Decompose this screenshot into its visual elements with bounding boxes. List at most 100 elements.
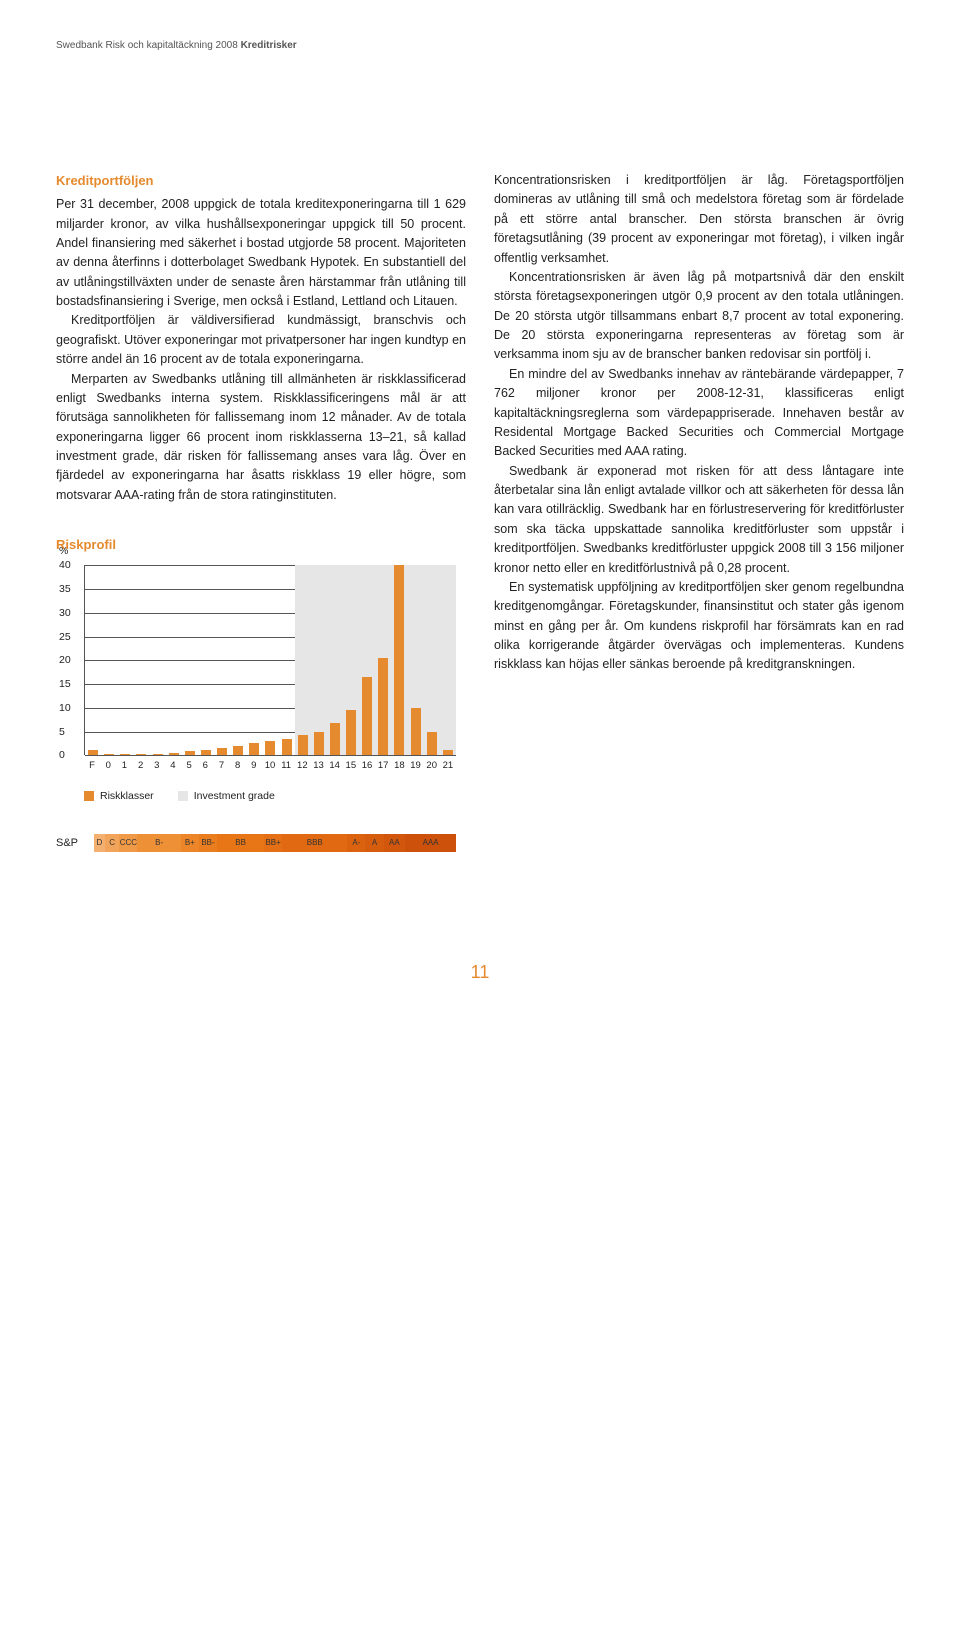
right-p3: En mindre del av Swedbanks innehav av rä… (494, 365, 904, 462)
chart-x-labels: F0123456789101112131415161718192021 (84, 755, 456, 774)
chart-bar (201, 750, 211, 756)
chart-x-tick: 9 (246, 759, 262, 774)
legend-swatch-investment (178, 791, 188, 801)
running-head-section: Kreditrisker (241, 40, 297, 51)
chart-x-tick: 11 (278, 759, 294, 774)
chart-y-tick: 10 (59, 700, 71, 716)
legend-label-investment: Investment grade (194, 790, 275, 802)
chart-x-tick: 4 (165, 759, 181, 774)
chart-x-tick: 8 (230, 759, 246, 774)
chart-bar-slot (230, 565, 246, 755)
chart-bar (185, 751, 195, 756)
chart-bar-slot (182, 565, 198, 755)
right-column: Koncentrationsrisken i kreditportföljen … (494, 171, 904, 852)
chart-bar-slot (359, 565, 375, 755)
page-number: 11 (56, 962, 904, 983)
sp-segment: CCC (119, 834, 137, 852)
sp-segment: C (105, 834, 119, 852)
left-column: Kreditportföljen Per 31 december, 2008 u… (56, 171, 466, 852)
chart-x-tick: 1 (116, 759, 132, 774)
chart-bar-slot (408, 565, 424, 755)
chart-bar-slot (391, 565, 407, 755)
right-p5: En systematisk uppföljning av kreditport… (494, 578, 904, 675)
sp-segment: D (94, 834, 105, 852)
chart-bar-slot (85, 565, 101, 755)
chart-bar-slot (166, 565, 182, 755)
legend-swatch-riskklasser (84, 791, 94, 801)
chart-bar (153, 754, 163, 755)
running-head-prefix: Swedbank Risk och kapitaltäckning 2008 (56, 40, 241, 51)
running-head: Swedbank Risk och kapitaltäckning 2008 K… (56, 40, 904, 51)
chart-bar (394, 565, 404, 755)
sp-segment: BB+ (264, 834, 282, 852)
chart-x-tick: 16 (359, 759, 375, 774)
chart-bar-slot (424, 565, 440, 755)
chart-x-tick: 20 (424, 759, 440, 774)
sp-segment: A (365, 834, 383, 852)
chart-bar (88, 750, 98, 756)
chart-bar-slot (343, 565, 359, 755)
sp-segment: BB (217, 834, 264, 852)
chart-plot-area: %0510152025303540 (84, 565, 456, 755)
chart-bar-slot (133, 565, 149, 755)
chart-bar (314, 732, 324, 756)
chart-x-tick: 5 (181, 759, 197, 774)
chart-x-tick: 17 (375, 759, 391, 774)
chart-bar (362, 677, 372, 755)
chart-y-tick: 15 (59, 676, 71, 692)
sp-label: S&P (56, 835, 84, 852)
section-title-kreditportfoljen: Kreditportföljen (56, 171, 466, 191)
chart-bar (249, 743, 259, 755)
sp-rating-bar: DCCCCB-B+BB-BBBB+BBBA-AAAAAA (94, 834, 456, 852)
chart-x-tick: 19 (407, 759, 423, 774)
body-columns: Kreditportföljen Per 31 december, 2008 u… (56, 171, 904, 852)
chart-bar-slot (262, 565, 278, 755)
legend-riskklasser: Riskklasser (84, 788, 154, 804)
chart-bar-slot (375, 565, 391, 755)
chart-bar-slot (198, 565, 214, 755)
chart-bar (378, 658, 388, 755)
chart-bar (233, 746, 243, 756)
chart-bar-slot (440, 565, 456, 755)
sp-segment: A- (347, 834, 365, 852)
left-p2: Kreditportföljen är väldiversifierad kun… (56, 311, 466, 369)
left-p1: Per 31 december, 2008 uppgick de totala … (56, 195, 466, 311)
chart-x-tick: 3 (149, 759, 165, 774)
chart-bar (136, 754, 146, 755)
right-p2: Koncentrationsrisken är även låg på motp… (494, 268, 904, 365)
chart-legend: Riskklasser Investment grade (84, 788, 456, 804)
chart-bar (217, 748, 227, 755)
chart-x-tick: 2 (133, 759, 149, 774)
right-p4: Swedbank är exponerad mot risken för att… (494, 462, 904, 578)
chart-bar (298, 735, 308, 755)
chart-x-tick: 13 (310, 759, 326, 774)
legend-label-riskklasser: Riskklasser (100, 790, 154, 802)
right-p1: Koncentrationsrisken i kreditportföljen … (494, 171, 904, 268)
chart-bar (169, 753, 179, 755)
sp-segment: B- (137, 834, 180, 852)
chart-x-tick: 10 (262, 759, 278, 774)
chart-bar-slot (327, 565, 343, 755)
chart-x-tick: F (84, 759, 100, 774)
sp-segment: AA (384, 834, 406, 852)
chart-bar-slot (279, 565, 295, 755)
left-p3: Merparten av Swedbanks utlåning till all… (56, 370, 466, 506)
chart-bar (411, 708, 421, 756)
chart-bar (443, 750, 453, 756)
chart-bar-slot (295, 565, 311, 755)
chart-x-tick: 21 (440, 759, 456, 774)
chart-x-tick: 7 (213, 759, 229, 774)
sp-segment: BB- (199, 834, 217, 852)
chart-bars (85, 565, 456, 755)
chart-y-tick: 40 (59, 557, 71, 573)
chart-bar-slot (246, 565, 262, 755)
sp-segment: BBB (282, 834, 347, 852)
chart-y-tick: 30 (59, 605, 71, 621)
legend-investment: Investment grade (178, 788, 275, 804)
chart-bar-slot (150, 565, 166, 755)
chart-bar-slot (101, 565, 117, 755)
chart-bar (120, 754, 130, 755)
chart-y-tick: 5 (59, 723, 65, 739)
chart-y-tick: 20 (59, 652, 71, 668)
chart-x-tick: 12 (294, 759, 310, 774)
